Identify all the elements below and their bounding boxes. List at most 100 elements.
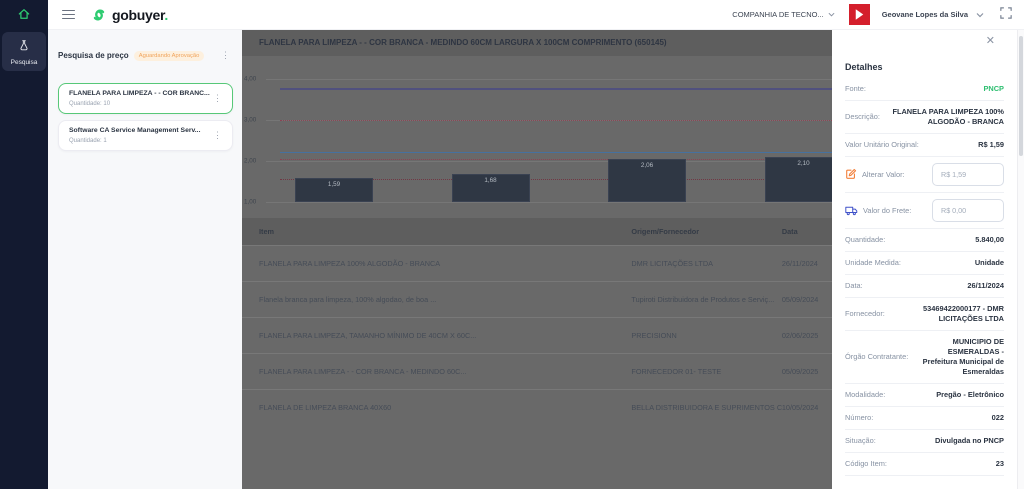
detail-label: Alterar Valor: [862, 169, 905, 179]
reference-line [280, 120, 832, 121]
company-selector[interactable]: COMPANHIA DE TECNO... [732, 10, 835, 19]
card-kebab-menu-icon[interactable]: ⋮ [213, 130, 222, 140]
detail-row: Modalidade: Pregão - Eletrônico [845, 384, 1004, 407]
card-quantity: Quantidade: 10 [69, 101, 111, 107]
bar-value-label: 1,68 [484, 177, 497, 185]
card-quantity: Quantidade: 1 [69, 138, 107, 144]
topbar: gobuyer. COMPANHIA DE TECNO... Geovane L… [48, 0, 1024, 30]
detail-row: Órgão Contratante: MUNICIPIO DE ESMERALDA… [845, 331, 1004, 384]
list-item[interactable]: FLANELA PARA LIMPEZA - - COR BRANC... Qua… [58, 83, 233, 114]
detail-value: 5.840,00 [975, 234, 1004, 244]
table-cell: 26/11/2024 [781, 259, 818, 268]
gridline [266, 161, 832, 162]
detail-row: Data: 26/11/2024 [845, 275, 1004, 298]
gobuyer-mark-icon [93, 9, 105, 20]
pencil-edit-icon [845, 168, 857, 180]
card-title: Software CA Service Management Serv... [69, 127, 201, 134]
table-cell: 05/09/2025 [781, 367, 819, 376]
detail-label: Valor Unitário Original: [845, 140, 919, 150]
detail-value: Unidade [974, 257, 1004, 267]
table-header-cell: Item [259, 227, 275, 236]
gridline [266, 202, 832, 203]
table-cell: 10/05/2024 [781, 403, 819, 412]
detail-label: Órgão Contratante: [845, 352, 909, 362]
table-cell: 02/06/2025 [781, 331, 819, 340]
detail-label: Valor do Frete: [863, 205, 912, 215]
detail-label: Fornecedor: [845, 309, 885, 319]
y-tick-label: 4,00 [244, 75, 257, 83]
y-tick-label: 1,00 [244, 198, 257, 206]
details-title: Detalhes [845, 62, 883, 72]
table-cell: Tupiroti Distribuidora de Produtos e Ser… [631, 295, 775, 304]
menu-icon[interactable] [62, 7, 75, 21]
detail-label: Número: [845, 413, 874, 423]
bar-value-label: 1,59 [327, 180, 341, 188]
detail-value: PNCP [983, 84, 1004, 93]
scrollbar-track[interactable] [1017, 30, 1024, 489]
detail-value: MUNICIPIO DE ESMERALDAS - Prefeitura Mun… [922, 336, 1004, 376]
detail-row: Quantidade: 5.840,00 [845, 229, 1004, 252]
main-dimmed-area: FLANELA PARA LIMPEZA - - COR BRANCA - ME… [242, 30, 832, 489]
detail-value: Divulgada no PNCP [935, 435, 1004, 445]
list-kebab-menu-icon[interactable]: ⋮ [221, 50, 230, 60]
table-cell: DMR LICITAÇÕES LTDA [631, 259, 714, 268]
table-header-cell: Data [781, 227, 798, 236]
list-item[interactable]: Software CA Service Management Serv... Qu… [58, 120, 233, 151]
close-icon[interactable]: ✕ [985, 35, 995, 47]
item-title-bar: FLANELA PARA LIMPEZA - - COR BRANCA - ME… [242, 30, 832, 56]
flask-icon [18, 38, 30, 56]
table-cell: FORNECEDOR 01- TESTE [631, 367, 722, 376]
freight-value-input[interactable] [932, 198, 1004, 222]
details-panel: ✕ Detalhes Fonte: PNCP Descrição: FLANELA P… [832, 30, 1017, 489]
app-logo-text: gobuyer. [112, 6, 168, 23]
detail-label: Unidade Medida: [845, 258, 901, 268]
table-cell: FLANELA PARA LIMPEZA 100% ALGODÃO - BRAN… [259, 259, 441, 268]
detail-row: Unidade Medida: Unidade [845, 252, 1004, 275]
detail-row: Fonte: PNCP [845, 78, 1004, 101]
detail-label: Quantidade: [845, 235, 886, 245]
table-cell: FLANELA PARA LIMPEZA - - COR BRANCA - ME… [259, 367, 467, 376]
detail-value: R$ 1,59 [978, 139, 1004, 149]
detail-value: 53469422000177 - DMR LICITAÇÕES LTDA [923, 303, 1004, 323]
price-bar-chart: 1,59 1,68 2,06 2,10 4,00 3,00 2,00 1,00 [242, 56, 832, 218]
table-row: FLANELA PARA LIMPEZA, TAMANHO MÍNIMO DE … [242, 317, 832, 353]
detail-label: Código Item: [845, 459, 887, 469]
company-logo [848, 4, 870, 25]
detail-label: Modalidade: [845, 390, 886, 400]
detail-value: 23 [995, 458, 1004, 468]
card-kebab-menu-icon[interactable]: ⋮ [213, 93, 222, 103]
card-title: FLANELA PARA LIMPEZA - - COR BRANC... [69, 90, 210, 97]
table-row: Flanela branca para limpeza, 100% algoda… [242, 281, 832, 317]
detail-row: Alterar Valor: [845, 157, 1004, 193]
table-header-cell: Origem/Fornecedor [631, 227, 700, 236]
y-tick-label: 3,00 [244, 116, 257, 124]
gridline [266, 79, 832, 80]
detail-row: Situação: Divulgada no PNCP [845, 430, 1004, 453]
truck-icon [845, 205, 858, 216]
status-badge: Aguardando Aprovação [133, 50, 205, 61]
user-chevron-down-icon[interactable] [976, 12, 984, 18]
sidebar-item-pesquisa[interactable]: Pesquisa [2, 32, 46, 71]
y-tick-label: 2,00 [244, 157, 257, 165]
fullscreen-icon[interactable] [1000, 6, 1012, 24]
table-cell: 05/09/2024 [781, 295, 819, 304]
chevron-down-icon [828, 12, 835, 17]
chart-bar: 2,10 [764, 156, 832, 202]
detail-label: Data: [845, 281, 863, 291]
home-icon[interactable] [0, 0, 48, 28]
scrollbar-thumb[interactable] [1019, 36, 1023, 156]
user-name[interactable]: Geovane Lopes da Silva [881, 10, 968, 19]
detail-value: FLANELA PARA LIMPEZA 100% ALGODÃO - BRAN… [892, 106, 1004, 126]
detail-row: Valor Unitário Original: R$ 1,59 [845, 134, 1004, 157]
table-cell: PRECISIONN [631, 331, 677, 340]
detail-row: Número: 022 [845, 407, 1004, 430]
table-body: FLANELA PARA LIMPEZA 100% ALGODÃO - BRAN… [242, 245, 832, 425]
table-row: FLANELA PARA LIMPEZA - - COR BRANCA - ME… [242, 353, 832, 389]
detail-label: Fonte: [845, 84, 866, 94]
chart-bar: 1,68 [451, 174, 530, 202]
table-header-row: Item Origem/Fornecedor Data [242, 218, 832, 245]
alter-value-input[interactable] [932, 162, 1004, 186]
chart-plot: 1,59 1,68 2,06 2,10 [266, 56, 832, 218]
table-cell: BELLA DISTRIBUIDORA E SUPRIMENTOS C... [631, 403, 782, 412]
